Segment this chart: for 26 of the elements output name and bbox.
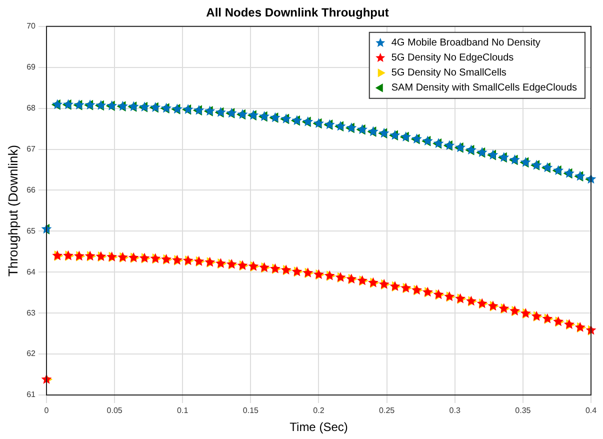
y-tick-label: 69 — [26, 62, 36, 72]
x-tick-label: 0.35 — [515, 406, 532, 416]
x-axis-title: Time (Sec) — [290, 420, 348, 434]
x-tick-label: 0 — [44, 406, 50, 416]
y-tick-label: 68 — [26, 104, 36, 113]
x-tick-label: 0.4 — [585, 406, 598, 416]
x-tick-label: 0.3 — [449, 406, 461, 416]
y-tick-label: 63 — [26, 308, 36, 318]
chart-title: All Nodes Downlink Throughput — [206, 6, 389, 20]
legend-label: 4G Mobile Broadband No Density — [391, 38, 540, 49]
x-tick-label: 0.1 — [177, 406, 189, 416]
y-tick-label: 61 — [26, 390, 36, 400]
x-tick-label: 0.15 — [242, 406, 260, 416]
legend-label: 5G Density No SmallCells — [391, 68, 506, 79]
y-tick-label: 65 — [26, 226, 36, 236]
y-tick-label: 66 — [26, 185, 36, 194]
y-tick-label: 67 — [26, 144, 36, 154]
x-tick-label: 0.25 — [379, 406, 396, 416]
y-tick-label: 64 — [26, 267, 36, 276]
y-axis-title: Throughput (Downlink) — [5, 144, 20, 276]
x-tick-label: 0.2 — [313, 406, 325, 416]
legend-label: 5G Density No EdgeClouds — [391, 52, 514, 64]
x-tick-label: 0.05 — [106, 406, 123, 416]
y-tick-label: 70 — [26, 22, 36, 31]
y-tick-label: 62 — [26, 349, 36, 358]
legend-label: SAM Density with SmallCells EdgeClouds — [391, 82, 577, 94]
